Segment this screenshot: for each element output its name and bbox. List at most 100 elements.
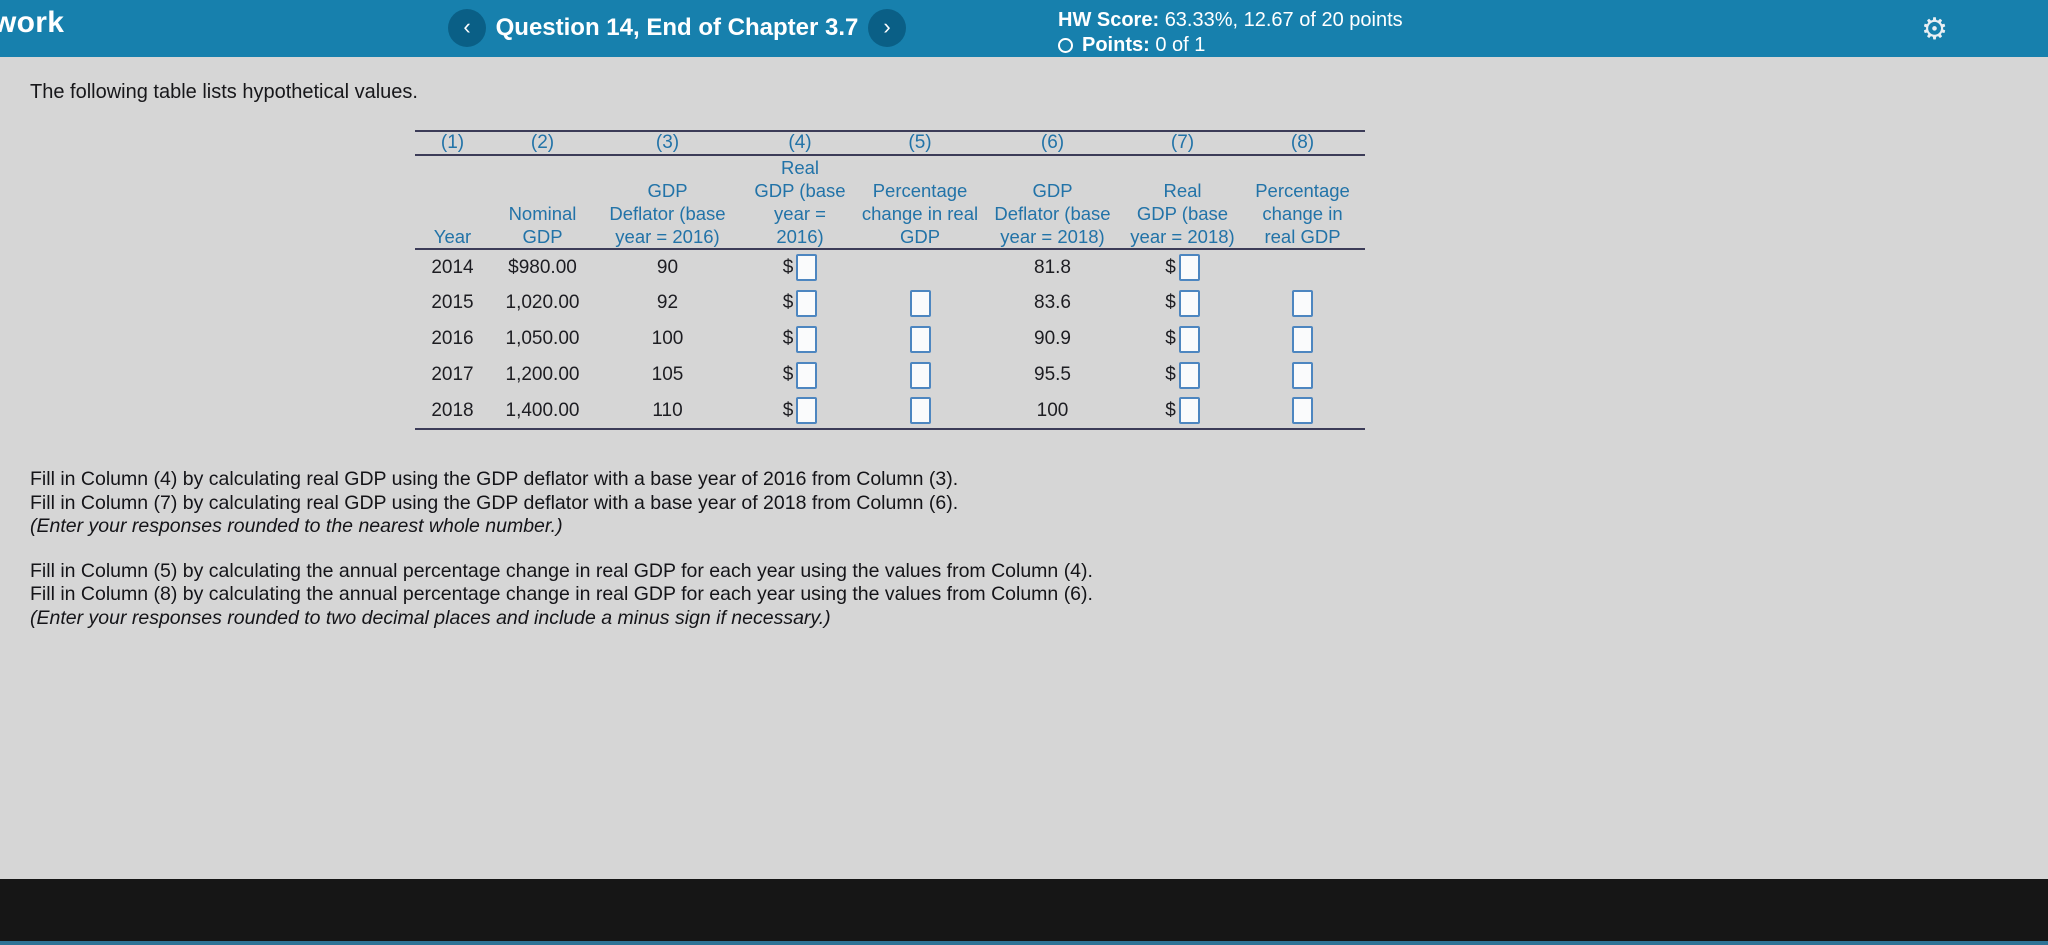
column-header-line: year = 2016) xyxy=(615,226,720,247)
instruction-note-whole: (Enter your responses rounded to the nea… xyxy=(30,515,563,537)
gdp-deflator-2018-cell: 100 xyxy=(980,393,1125,430)
year-cell: 2017 xyxy=(431,364,474,385)
gdp-deflator-2018-cell: 83.6 xyxy=(1034,292,1071,313)
dollar-sign: $ xyxy=(782,256,794,278)
homework-title-partial: work xyxy=(0,6,65,39)
real-gdp-2018-cell: $ xyxy=(1125,285,1240,321)
gdp-deflator-2016-cell: 105 xyxy=(651,364,684,385)
column-number: (1) xyxy=(415,131,490,156)
real-gdp-2018-input[interactable] xyxy=(1178,254,1200,281)
real-gdp-2016-cell: $ xyxy=(740,357,860,393)
instruction-note-decimal: (Enter your responses rounded to two dec… xyxy=(30,606,831,629)
pct-change-col5-input[interactable] xyxy=(909,397,931,424)
column-header: Nominal GDP xyxy=(490,155,595,250)
pct-change-col8-cell xyxy=(1240,321,1365,357)
real-gdp-2016-cell: $ xyxy=(740,321,860,357)
gdp-table-row: 2017 1,200.00 105 $95.5 $ xyxy=(415,357,1365,393)
real-gdp-2016-input[interactable] xyxy=(796,254,818,281)
column-header-line: Deflator (base xyxy=(994,203,1111,224)
real-gdp-2018-input[interactable] xyxy=(1178,397,1200,424)
real-gdp-2016-cell: $ xyxy=(740,285,860,321)
dollar-sign: $ xyxy=(782,328,794,350)
real-gdp-2016-input[interactable] xyxy=(796,397,818,424)
gdp-deflator-2016-cell: 92 xyxy=(656,292,679,313)
real-gdp-2016-cell: $ xyxy=(740,393,860,430)
nominal-gdp-cell: $980.00 xyxy=(508,256,577,278)
pct-change-col5-input[interactable] xyxy=(909,325,931,353)
pct-change-col5-input[interactable] xyxy=(909,361,931,389)
column-header-line: GDP (base xyxy=(754,180,846,201)
column-number: (3) xyxy=(595,131,740,156)
year-cell: 2014 xyxy=(431,256,474,278)
real-gdp-2016-input[interactable] xyxy=(796,325,818,353)
column-header-line: real GDP xyxy=(1264,226,1341,247)
nominal-gdp-cell: 1,400.00 xyxy=(490,393,595,430)
gdp-table-row: 2014 $980.00 90 $81.8 $ xyxy=(415,249,1365,285)
chevron-right-icon: › xyxy=(883,13,891,39)
question-nav: ‹ Question 14, End of Chapter 3.7 › xyxy=(448,9,906,47)
real-gdp-2018-input[interactable] xyxy=(1178,361,1200,389)
nominal-gdp-cell: 1,200.00 xyxy=(505,364,580,385)
gdp-table: (1) (2) (3) (4) (5) (6) (7) (8) Year Nominal GDP G… xyxy=(415,130,1365,430)
real-gdp-2018-cell: $ xyxy=(1125,249,1240,285)
dollar-sign: $ xyxy=(1165,399,1176,421)
settings-gear-icon[interactable]: ⚙ xyxy=(1921,13,1948,46)
next-question-button[interactable]: › xyxy=(868,9,906,47)
instruction-col4: Fill in Column (4) by calculating real G… xyxy=(30,468,959,490)
column-header-line: Percentage xyxy=(1255,180,1350,201)
gdp-table-row: 2016 1,050.00 100 $90.9 $ xyxy=(415,321,1365,357)
question-title: Question 14, End of Chapter 3.7 xyxy=(495,14,859,41)
column-header-line: change in xyxy=(1262,203,1343,224)
real-gdp-2016-input[interactable] xyxy=(796,361,818,389)
pct-change-col8-cell xyxy=(1240,285,1365,321)
dollar-sign: $ xyxy=(782,364,794,386)
year-cell: 2018 xyxy=(415,393,490,430)
pct-change-col8-input[interactable] xyxy=(1292,325,1313,353)
pct-change-col8-cell xyxy=(1240,357,1365,393)
column-header-line: year = xyxy=(774,203,826,224)
pct-change-col8-empty-cell xyxy=(1240,249,1365,285)
column-header: GDP Deflator (base year = 2016) xyxy=(595,155,740,250)
pct-change-col5-input[interactable] xyxy=(909,289,931,317)
column-number-row: (1) (2) (3) (4) (5) (6) (7) (8) xyxy=(415,131,1365,156)
gdp-deflator-2016-cell: 100 xyxy=(651,328,684,349)
gdp-deflator-2018-cell: 81.8 xyxy=(1034,256,1071,278)
gdp-deflator-2016-cell: 90 xyxy=(656,256,679,278)
column-header-line: 2016) xyxy=(776,226,824,247)
column-header-line: year = 2018) xyxy=(1000,226,1105,247)
column-header-line: GDP xyxy=(1032,180,1073,201)
column-header-line: Percentage xyxy=(872,180,968,201)
nominal-gdp-cell: 1,050.00 xyxy=(505,328,580,349)
pct-change-col8-input[interactable] xyxy=(1292,289,1313,317)
column-number: (8) xyxy=(1240,131,1365,156)
pct-change-col8-cell xyxy=(1240,393,1365,430)
year-cell: 2015 xyxy=(431,292,474,313)
bottom-bar xyxy=(0,879,2048,945)
gdp-table-row: 2015 1,020.00 92 $83.6 $ xyxy=(415,285,1365,321)
pct-change-col8-input[interactable] xyxy=(1292,361,1313,389)
hw-score-value: 63.33%, 12.67 of 20 points xyxy=(1164,9,1403,31)
chevron-left-icon: ‹ xyxy=(463,13,471,39)
points-circle-icon xyxy=(1058,38,1073,53)
pct-change-col5-cell xyxy=(860,285,980,321)
column-header-line: GDP xyxy=(899,226,941,247)
column-header-line: year = 2018) xyxy=(1130,226,1235,247)
prev-question-button[interactable]: ‹ xyxy=(448,9,486,47)
dollar-sign: $ xyxy=(1165,328,1176,350)
pct-change-col5-cell xyxy=(860,393,980,430)
real-gdp-2018-input[interactable] xyxy=(1178,325,1200,353)
real-gdp-2018-input[interactable] xyxy=(1178,289,1200,317)
column-header-line: GDP (base xyxy=(1136,203,1229,224)
pct-change-col5-cell xyxy=(860,357,980,393)
pct-change-col8-input[interactable] xyxy=(1292,397,1313,424)
column-number: (4) xyxy=(740,131,860,156)
instruction-col7: Fill in Column (7) by calculating real G… xyxy=(30,491,959,514)
gdp-deflator-2018-cell: 95.5 xyxy=(1034,364,1071,385)
column-header-line: Nominal xyxy=(508,203,577,224)
nominal-gdp-cell: 1,020.00 xyxy=(505,292,580,313)
gdp-deflator-2018-cell: 90.9 xyxy=(1034,328,1071,349)
hw-score-label: HW Score: xyxy=(1058,9,1160,31)
column-header-line: GDP xyxy=(647,180,688,201)
real-gdp-2016-input[interactable] xyxy=(796,289,818,317)
